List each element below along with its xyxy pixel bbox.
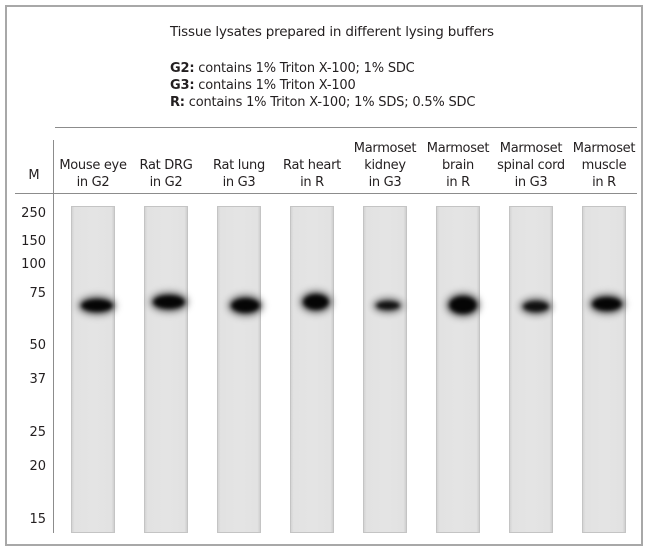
lane-header-line: Mouse eye <box>59 158 127 173</box>
lane-header-6: Marmoset brain in R <box>420 140 496 191</box>
blot-lane-5 <box>363 206 407 533</box>
lane-header-line: kidney <box>364 158 406 173</box>
lane-header-3: Rat lung in G3 <box>201 140 277 191</box>
top-rule <box>55 127 637 128</box>
marker-label-37: 37 <box>29 372 46 387</box>
lane-header-5: Marmoset kidney in G3 <box>347 140 423 191</box>
marker-label-150: 150 <box>21 234 46 249</box>
marker-label-250: 250 <box>21 206 46 221</box>
header-rule <box>15 193 637 194</box>
protein-band <box>449 296 477 314</box>
blot-lane-8 <box>582 206 626 533</box>
lane-header-line: Marmoset <box>426 141 490 156</box>
lane-header-2: Rat DRG in G2 <box>128 140 204 191</box>
lane-header-line: in G3 <box>222 175 256 190</box>
blot-lane-4 <box>290 206 334 533</box>
blot-lane-7 <box>509 206 553 533</box>
lane-header-line: Marmoset <box>499 141 563 156</box>
lane-header-line: in G2 <box>149 175 183 190</box>
legend-item-g2: G2: contains 1% Triton X-100; 1% SDC <box>170 61 415 76</box>
figure-title: Tissue lysates prepared in different lys… <box>170 24 494 40</box>
marker-label-25: 25 <box>29 425 46 440</box>
blot-lane-2 <box>144 206 188 533</box>
protein-band <box>523 300 549 312</box>
figure-frame <box>5 5 643 546</box>
lane-header-line: Rat DRG <box>139 158 193 173</box>
blot-lane-1 <box>71 206 115 533</box>
protein-band <box>230 297 260 313</box>
lane-header-8: Marmoset muscle in R <box>566 140 642 191</box>
lane-header-line: brain <box>442 158 474 173</box>
lane-header-line: in R <box>446 175 470 190</box>
marker-label-100: 100 <box>21 257 46 272</box>
blot-lane-3 <box>217 206 261 533</box>
lane-header-line: Marmoset <box>572 141 636 156</box>
marker-label-50: 50 <box>29 338 46 353</box>
lane-header-line: in G2 <box>76 175 110 190</box>
protein-band <box>303 294 329 310</box>
buffer-legend: G2: contains 1% Triton X-100; 1% SDC G3:… <box>170 60 475 111</box>
protein-band <box>376 300 400 310</box>
lane-header-line: spinal cord <box>497 158 565 173</box>
lane-header-line: in G3 <box>368 175 402 190</box>
protein-band <box>153 295 185 309</box>
lane-header-line: in R <box>592 175 616 190</box>
legend-item-g3: G3: contains 1% Triton X-100 <box>170 78 356 93</box>
marker-label-75: 75 <box>29 286 46 301</box>
lane-header-line: Rat lung <box>213 158 265 173</box>
lane-header-1: Mouse eye in G2 <box>55 140 131 191</box>
lane-header-4: Rat heart in R <box>274 140 350 191</box>
legend-item-r: R: contains 1% Triton X-100; 1% SDS; 0.5… <box>170 95 476 110</box>
lane-header-7: Marmoset spinal cord in G3 <box>493 140 569 191</box>
lane-header-line: Marmoset <box>353 141 417 156</box>
protein-band <box>592 297 622 311</box>
blot-lane-6 <box>436 206 480 533</box>
lane-header-line: in R <box>300 175 324 190</box>
marker-label-15: 15 <box>29 512 46 527</box>
marker-column-header: M <box>28 168 40 183</box>
lane-header-line: muscle <box>581 158 627 173</box>
protein-band <box>81 298 113 312</box>
lane-header-line: Rat heart <box>283 158 341 173</box>
marker-divider <box>53 140 54 533</box>
marker-label-20: 20 <box>29 459 46 474</box>
lane-header-line: in G3 <box>514 175 548 190</box>
